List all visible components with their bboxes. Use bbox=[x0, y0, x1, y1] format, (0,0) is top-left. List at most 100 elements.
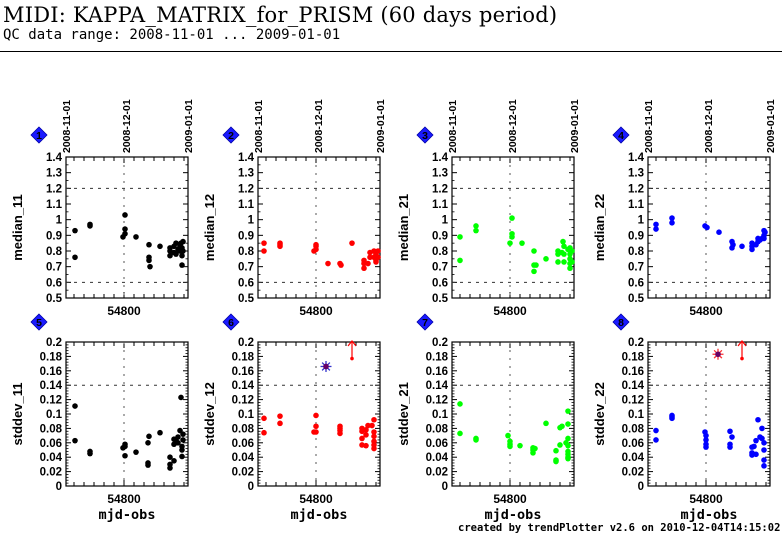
date-label: 2009-01-01 bbox=[569, 99, 581, 153]
y-tick-label: 0.08 bbox=[40, 423, 63, 435]
x-tick-label: 54800 bbox=[299, 492, 333, 506]
y-tick-label: 0.02 bbox=[622, 467, 644, 479]
data-point bbox=[761, 235, 767, 242]
data-point bbox=[261, 248, 267, 254]
data-point bbox=[509, 234, 515, 240]
plot-frame bbox=[451, 156, 575, 299]
y-tick-label: 0.02 bbox=[40, 467, 62, 479]
data-point bbox=[371, 429, 377, 435]
y-tick-label: 1 bbox=[638, 215, 645, 227]
data-point bbox=[180, 248, 186, 254]
data-point bbox=[361, 260, 367, 267]
y-tick-label: 0.12 bbox=[426, 395, 448, 407]
data-point bbox=[325, 260, 331, 267]
y-tick-label: 0.7 bbox=[238, 262, 254, 274]
y-tick-label: 0.5 bbox=[238, 293, 255, 305]
data-point bbox=[565, 455, 571, 462]
panel-number-badge bbox=[30, 126, 48, 144]
data-point bbox=[457, 234, 463, 240]
data-point bbox=[171, 458, 177, 464]
data-point bbox=[146, 433, 152, 440]
data-point bbox=[533, 262, 539, 268]
panel-number-badge bbox=[416, 313, 434, 331]
qc-data-range: QC data range: 2008-11-01 ... 2009-01-01 bbox=[3, 27, 341, 43]
y-tick-label: 0.12 bbox=[232, 395, 254, 407]
y-tick-label: 0.5 bbox=[628, 293, 645, 305]
data-point bbox=[669, 220, 675, 226]
data-point bbox=[565, 421, 571, 427]
data-point bbox=[147, 263, 153, 270]
date-label: 2009-01-01 bbox=[765, 99, 777, 153]
data-point bbox=[569, 259, 575, 265]
y-tick-label: 1.1 bbox=[238, 199, 255, 211]
data-point bbox=[87, 450, 93, 457]
chart-panel-2: 0.5 0.6 0.7 0.8 0.9 1 1.1 1.2 1.3 1.4 54800 median_… bbox=[202, 99, 387, 318]
data-point bbox=[531, 268, 537, 275]
y-tick-label: 1.2 bbox=[432, 183, 448, 195]
data-point bbox=[179, 453, 185, 460]
data-point bbox=[338, 262, 344, 268]
outlier-point bbox=[323, 363, 329, 370]
y-tick-label: 0.06 bbox=[622, 438, 644, 450]
y-tick-label: 1.1 bbox=[628, 199, 645, 211]
plot-frame bbox=[451, 341, 575, 487]
y-tick-label: 0.2 bbox=[46, 337, 62, 349]
y-tick-label: 0.16 bbox=[426, 366, 448, 378]
data-point bbox=[730, 241, 736, 248]
date-label: 2008-11-01 bbox=[253, 100, 265, 153]
y-tick-label: 0.6 bbox=[628, 277, 644, 289]
y-tick-label: 1.4 bbox=[238, 152, 255, 164]
data-point bbox=[371, 416, 377, 423]
data-point bbox=[145, 440, 151, 446]
data-point bbox=[653, 226, 659, 232]
data-point bbox=[146, 241, 152, 248]
panel-number-badge bbox=[222, 126, 240, 144]
y-tick-label: 1.4 bbox=[628, 152, 645, 164]
y-tick-label: 0.9 bbox=[238, 230, 254, 242]
data-point bbox=[753, 437, 759, 444]
data-point bbox=[167, 252, 173, 259]
y-tick-label: 0.14 bbox=[426, 380, 449, 392]
y-tick-label: 0 bbox=[56, 481, 62, 493]
data-point bbox=[175, 434, 181, 440]
data-point bbox=[375, 248, 381, 254]
data-point bbox=[361, 265, 367, 272]
y-tick-label: 0.7 bbox=[432, 262, 448, 274]
data-point bbox=[755, 416, 761, 423]
data-point bbox=[122, 226, 128, 232]
data-point bbox=[173, 251, 179, 257]
x-tick-label: 54800 bbox=[689, 492, 723, 506]
data-point bbox=[561, 259, 567, 265]
y-tick-label: 0.06 bbox=[232, 438, 254, 450]
data-point bbox=[561, 243, 567, 250]
data-point bbox=[157, 243, 163, 250]
y-tick-label: 0.6 bbox=[238, 277, 254, 289]
data-point bbox=[517, 442, 523, 449]
data-point bbox=[365, 422, 371, 429]
data-point bbox=[507, 443, 513, 450]
chart-panel-8: 0 0.02 0.04 0.06 0.08 0.1 0.12 0.14 0.16 0.18 0.2 5… bbox=[592, 313, 771, 523]
panel-number-badge bbox=[30, 313, 48, 331]
x-axis-label: mjd-obs bbox=[99, 507, 156, 523]
data-point bbox=[532, 445, 538, 452]
x-tick-label: 54800 bbox=[107, 492, 141, 506]
data-point bbox=[553, 458, 559, 465]
date-label: 2008-12-01 bbox=[703, 99, 715, 153]
y-tick-label: 0.8 bbox=[238, 246, 255, 258]
footer-credit: created by trendPlotter v2.6 on 2010-12-… bbox=[458, 522, 781, 534]
data-point bbox=[363, 427, 369, 433]
data-point bbox=[179, 252, 185, 259]
y-tick-label: 0.14 bbox=[232, 380, 255, 392]
data-point bbox=[716, 229, 722, 235]
chart-panel-3: 0.5 0.6 0.7 0.8 0.9 1 1.1 1.2 1.3 1.4 54800 median_… bbox=[396, 99, 581, 318]
panel-number: 5 bbox=[36, 317, 42, 329]
data-point bbox=[122, 443, 128, 450]
y-tick-label: 0 bbox=[248, 481, 254, 493]
y-tick-label: 0.5 bbox=[432, 293, 449, 305]
y-tick-label: 0.18 bbox=[622, 351, 645, 363]
y-axis-label: stddev_22 bbox=[592, 382, 607, 446]
date-label: 2008-11-01 bbox=[61, 100, 73, 153]
data-point bbox=[762, 229, 768, 235]
data-point bbox=[561, 251, 567, 257]
